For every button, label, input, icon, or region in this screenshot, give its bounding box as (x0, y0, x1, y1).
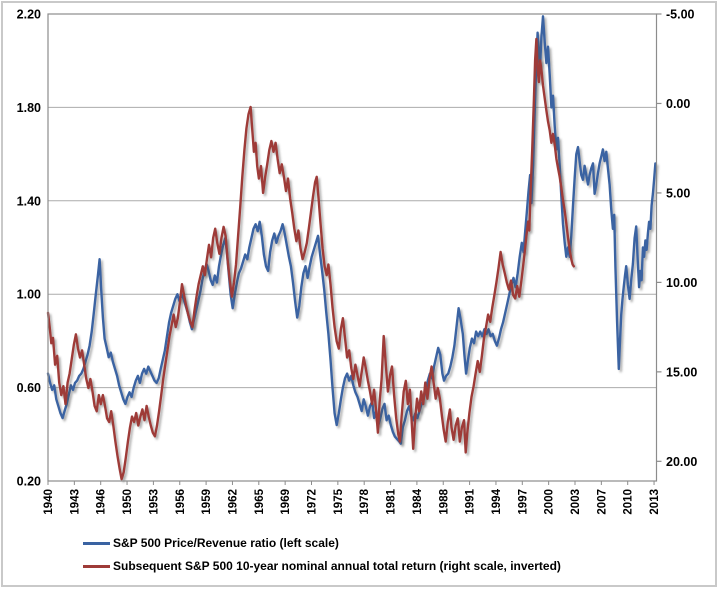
left-axis-tick-label: 0.60 (17, 381, 41, 395)
gridlines (48, 106, 657, 389)
right-axis-tick-label: 15.00 (666, 365, 697, 379)
right-axis-tick-label: 10.00 (666, 276, 697, 290)
legend-label-price-revenue: S&P 500 Price/Revenue ratio (left scale) (113, 536, 339, 550)
series-lines (46, 15, 657, 481)
left-axis-tick-label: 1.80 (17, 101, 41, 115)
left-axis-tick-label: 0.20 (17, 475, 41, 489)
x-axis-tick-label: 1959 (201, 489, 213, 515)
x-axis-tick-label: 1962 (227, 489, 239, 515)
x-axis-tick-label: 1997 (517, 489, 529, 515)
legend-item-price-revenue: S&P 500 Price/Revenue ratio (left scale) (83, 535, 339, 551)
x-axis-tick-label: 1988 (438, 488, 450, 514)
x-axis-tick-label: 1975 (333, 488, 345, 514)
left-axis-tick-label: 1.40 (17, 194, 41, 208)
plot-border (47, 13, 658, 482)
x-axis-tick-label: 2007 (596, 489, 608, 515)
legend-item-subsequent-return: Subsequent S&P 500 10-year nominal annua… (83, 558, 561, 574)
right-axis-tick-label: 20.00 (666, 455, 697, 469)
x-axis-tick-label: 1984 (412, 488, 424, 514)
x-axis-tick-label: 2000 (544, 489, 556, 515)
x-axis-tick-label: 1981 (386, 488, 398, 514)
x-axis-tick-label: 1953 (148, 489, 160, 515)
x-axis-tick-label: 1943 (69, 489, 81, 515)
x-axis-tick-label: 1978 (359, 488, 371, 514)
x-axis-tick-label: 1950 (122, 489, 134, 515)
right-axis-tick-label: 0.00 (666, 97, 690, 111)
x-axis-tick-label: 2013 (649, 489, 661, 515)
x-axis-tick-label: 2010 (623, 489, 635, 515)
price-revenue-line (46, 15, 657, 445)
x-axis-tick-label: 2003 (570, 489, 582, 515)
x-axis-tick-label: 1991 (465, 488, 477, 514)
left-axis-tick-label: 1.00 (17, 288, 41, 302)
left-axis-tick-label: 2.20 (17, 8, 41, 22)
x-axis-tick-label: 1956 (175, 489, 187, 515)
right-axis-tick-label: 5.00 (666, 186, 690, 200)
legend-swatch-red-line (83, 564, 110, 568)
x-axis-tick-label: 1994 (491, 488, 503, 514)
x-axis-tick-label: 1940 (43, 489, 55, 515)
axes (47, 13, 662, 485)
x-axis-tick-label: 1946 (96, 489, 108, 515)
x-axis-tick-label: 1965 (254, 488, 266, 514)
legend-label-subsequent-return: Subsequent S&P 500 10-year nominal annua… (113, 559, 561, 573)
subsequent-return-line (46, 37, 575, 481)
legend-swatch-blue-line (83, 541, 110, 545)
right-axis-tick-label: -5.00 (666, 8, 695, 22)
x-axis-tick-label: 1969 (280, 489, 292, 515)
x-axis-tick-label: 1972 (307, 489, 319, 515)
axis-labels: 2.20 1.80 1.40 1.00 0.60 0.20 -5.00 0.00 5.00 10.… (17, 8, 698, 515)
